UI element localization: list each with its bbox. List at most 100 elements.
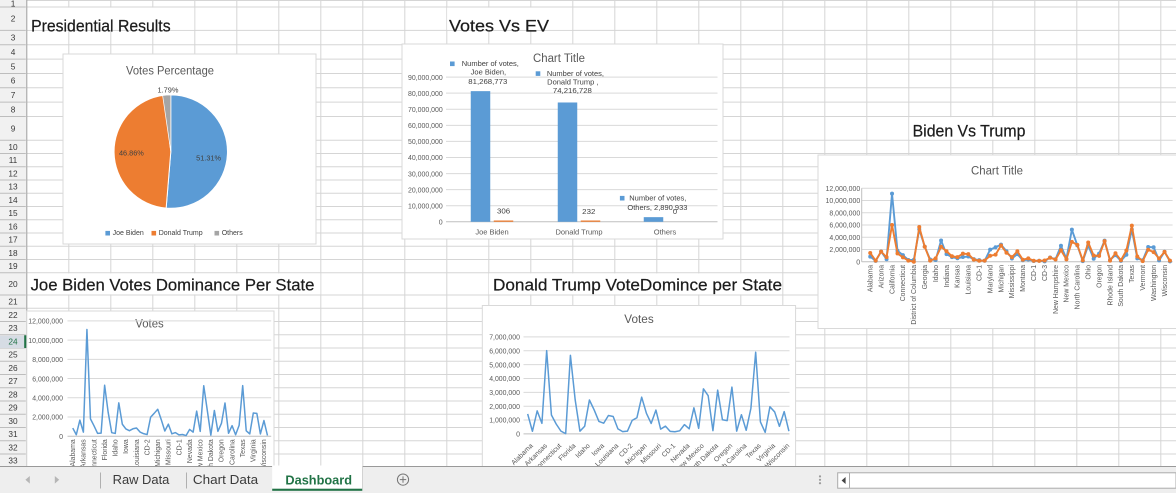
svg-text:Number of votes,: Number of votes, [547,69,604,78]
svg-text:9: 9 [11,123,16,133]
svg-text:20: 20 [8,279,18,289]
svg-text:2,000,000: 2,000,000 [32,413,63,422]
svg-text:0: 0 [59,432,63,441]
svg-text:CD-2: CD-2 [144,439,151,455]
svg-text:17: 17 [8,235,18,245]
svg-text:3,000,000: 3,000,000 [489,388,520,397]
svg-text:14: 14 [8,195,18,205]
svg-text:6: 6 [11,76,16,86]
svg-text:90,000,000: 90,000,000 [408,73,443,82]
svg-text:8,000,000: 8,000,000 [32,355,63,364]
svg-text:Texas: Texas [240,439,247,458]
svg-text:Oregon: Oregon [1096,265,1103,288]
svg-text:Connecticut: Connecticut [900,265,907,301]
svg-text:Joe Biden: Joe Biden [475,227,508,236]
svg-text:23: 23 [8,323,18,333]
svg-text:Joe Biden Votes Dominance Per: Joe Biden Votes Dominance Per State [31,276,315,294]
svg-text:13: 13 [8,182,18,192]
svg-text:Washington: Washington [1151,265,1158,301]
svg-text:Donald Trump: Donald Trump [159,230,203,237]
svg-text:Louisiana: Louisiana [134,439,141,469]
svg-text:50,000,000: 50,000,000 [408,137,443,146]
svg-text:0: 0 [673,207,677,216]
svg-text:32: 32 [8,442,18,452]
svg-text:28: 28 [8,389,18,399]
svg-text:Donald Trump: Donald Trump [555,227,602,236]
svg-text:30: 30 [8,416,18,426]
svg-text:Others: Others [222,230,244,237]
svg-text:Raw Data: Raw Data [113,473,170,487]
svg-text:North Carolina: North Carolina [1075,265,1082,310]
svg-text:Connecticut: Connecticut [91,439,98,475]
svg-text:Chart Title: Chart Title [971,165,1023,177]
svg-text:19: 19 [8,261,18,271]
svg-text:80,000,000: 80,000,000 [408,89,443,98]
svg-text:Kansas: Kansas [955,264,962,288]
svg-text:81,268,773: 81,268,773 [468,77,507,86]
svg-text:Chart Data: Chart Data [193,473,258,487]
svg-text:0: 0 [516,430,520,439]
svg-text:26: 26 [8,363,18,373]
svg-text:5,000,000: 5,000,000 [489,360,520,369]
svg-text:7,000,000: 7,000,000 [489,333,520,342]
svg-text:10: 10 [8,142,18,152]
svg-text:12,000,000: 12,000,000 [826,184,861,193]
svg-text:70,000,000: 70,000,000 [408,105,443,114]
svg-text:Alabama: Alabama [70,439,77,466]
svg-text:2,000,000: 2,000,000 [489,402,520,411]
svg-text:Wisconsin: Wisconsin [261,439,268,471]
svg-text:California: California [889,265,896,294]
svg-text:CD-1: CD-1 [176,439,183,455]
svg-text:2: 2 [11,14,16,24]
svg-text:18: 18 [8,248,18,258]
svg-text:Georgia: Georgia [922,265,929,290]
svg-text:Arizona: Arizona [878,265,885,289]
svg-text:CD-1: CD-1 [1031,265,1038,281]
svg-text:Votes Percentage: Votes Percentage [126,66,214,78]
svg-text:306: 306 [497,207,510,216]
svg-text:Alabama: Alabama [868,265,875,292]
svg-text:Indiana: Indiana [944,265,951,288]
svg-text:1: 1 [11,0,16,9]
svg-text:4: 4 [11,47,16,57]
svg-text:5: 5 [11,61,16,71]
svg-text:8,000,000: 8,000,000 [829,208,860,217]
svg-text:25: 25 [8,350,18,360]
svg-text:New Hampshire: New Hampshire [1053,265,1060,314]
svg-text:Biden Vs Trump: Biden Vs Trump [913,123,1026,141]
svg-text:Number of votes,: Number of votes, [462,59,519,68]
svg-text:Oregon: Oregon [219,439,226,462]
svg-text:232: 232 [582,207,595,216]
svg-text:Others, 2,890,933: Others, 2,890,933 [627,203,687,212]
svg-text:Michigan: Michigan [155,439,162,467]
svg-text:21: 21 [8,297,18,307]
svg-text:Michigan: Michigan [998,265,1005,293]
svg-text:6,000,000: 6,000,000 [489,346,520,355]
svg-text:New Mexico: New Mexico [198,439,205,477]
svg-text:Maryland: Maryland [987,265,994,294]
svg-text:22: 22 [8,310,18,320]
svg-text:4,000,000: 4,000,000 [32,393,63,402]
svg-text:Votes Vs EV: Votes Vs EV [449,17,549,35]
svg-text:33: 33 [8,456,18,466]
svg-text:74,216,728: 74,216,728 [553,86,592,95]
svg-text:Rhode Island: Rhode Island [1107,265,1114,306]
svg-text:0: 0 [439,218,443,227]
svg-text:6,000,000: 6,000,000 [829,221,860,230]
svg-text:12,000,000: 12,000,000 [28,317,63,326]
svg-text:11: 11 [9,155,18,165]
svg-text:New Mexico: New Mexico [1064,265,1071,303]
svg-text:South Carolina: South Carolina [229,439,236,485]
svg-text:Number of votes,: Number of votes, [629,194,686,203]
svg-text:8: 8 [11,104,16,114]
svg-text:27: 27 [8,376,18,386]
svg-text:12: 12 [8,168,18,178]
svg-text:1,000,000: 1,000,000 [489,416,520,425]
svg-text:30,000,000: 30,000,000 [408,169,443,178]
svg-text:10,000,000: 10,000,000 [28,336,63,345]
svg-text:40,000,000: 40,000,000 [408,153,443,162]
svg-text:Votes: Votes [135,318,164,330]
svg-text:Nevada: Nevada [187,439,194,463]
svg-text:CD-3: CD-3 [1042,265,1049,281]
svg-text:Idaho: Idaho [933,265,940,282]
